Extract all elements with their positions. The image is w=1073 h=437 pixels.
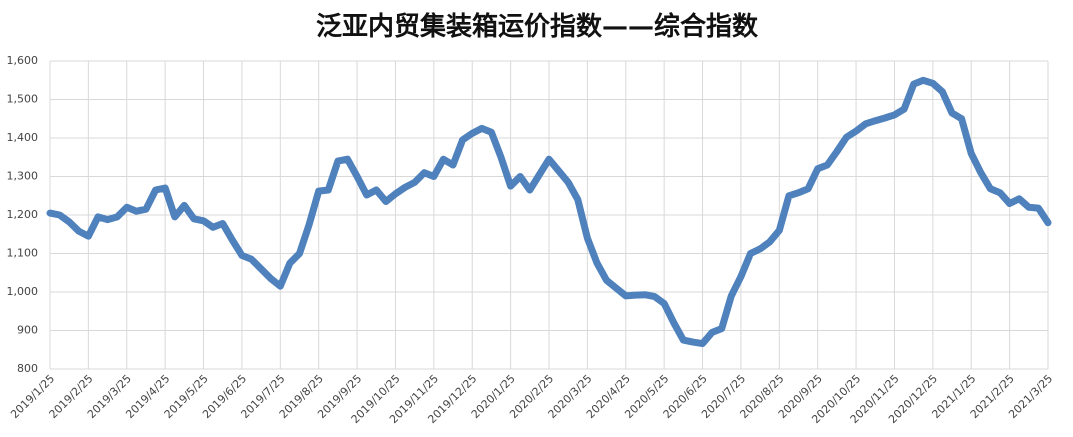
chart-title: 泛亚内贸集装箱运价指数——综合指数 — [316, 11, 759, 42]
y-tick-label: 1,600 — [7, 54, 39, 67]
y-tick-label: 800 — [17, 362, 38, 375]
y-tick-label: 1,300 — [7, 170, 39, 183]
y-tick-label: 900 — [17, 324, 38, 337]
y-tick-label: 1,200 — [7, 208, 39, 221]
y-tick-label: 1,500 — [7, 93, 39, 106]
line-series — [46, 76, 1052, 348]
y-tick-label: 1,000 — [7, 285, 39, 298]
y-tick-label: 1,400 — [7, 131, 39, 144]
y-tick-label: 1,100 — [7, 247, 39, 260]
